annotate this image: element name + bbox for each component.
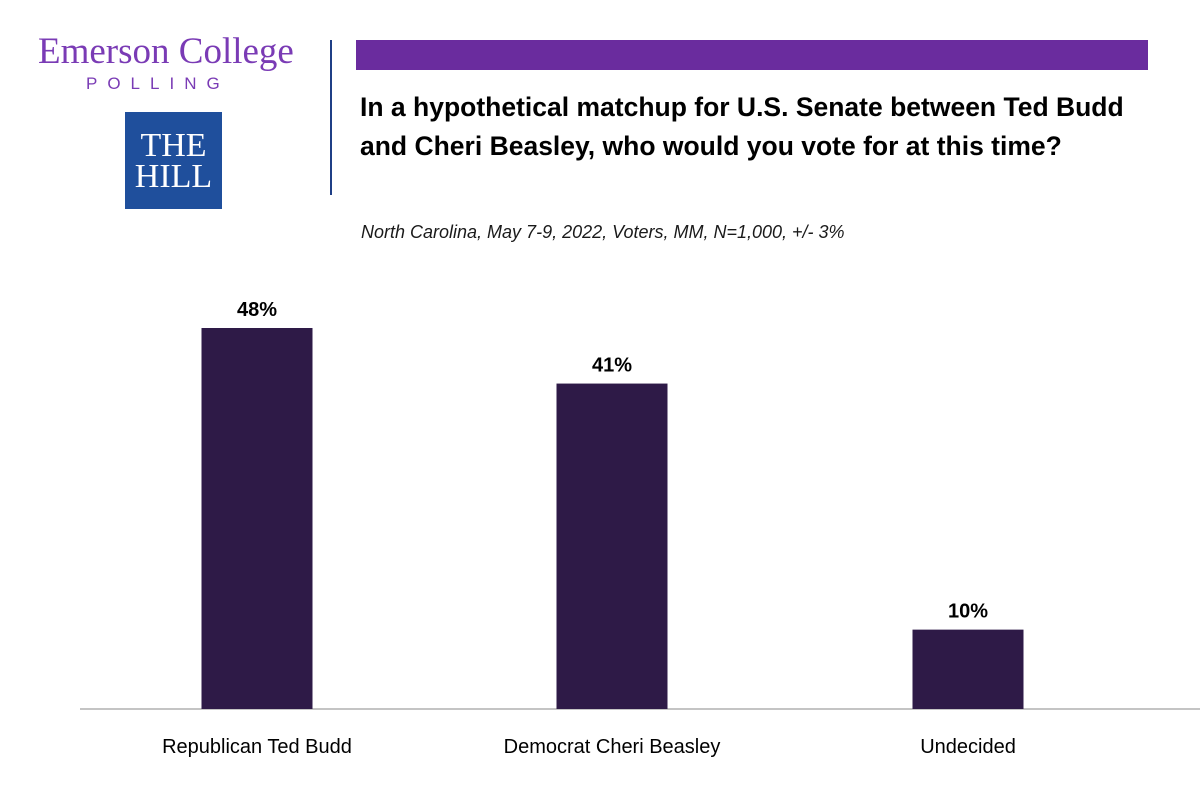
bar-0 [201,328,313,709]
category-label-2: Undecided [920,736,1016,758]
bar-value-label-1: 41% [592,355,632,377]
bar-value-label-0: 48% [237,299,277,321]
bar-2 [912,629,1024,709]
logo-line-1: THE [140,126,207,164]
accent-bar [356,40,1148,70]
bar-1 [556,383,668,709]
bar-value-label-2: 10% [948,601,988,623]
org-name: Emerson College [38,31,294,72]
header-divider [330,40,332,195]
org-subtitle: POLLING [86,74,230,93]
chart-title: In a hypothetical matchup for U.S. Senat… [360,92,1124,161]
logo-line-2: HILL [134,157,213,195]
category-label-1: Democrat Cheri Beasley [504,736,721,758]
category-label-0: Republican Ted Budd [162,736,352,758]
the-hill-logo: THE HILL [125,112,222,209]
chart-subtitle: North Carolina, May 7-9, 2022, Voters, M… [361,222,845,242]
